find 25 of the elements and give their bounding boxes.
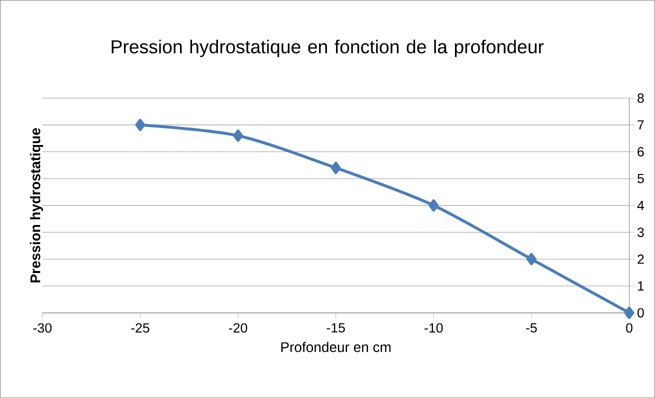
- y-tick-label: 3: [637, 227, 644, 237]
- point: [233, 129, 244, 142]
- point: [526, 252, 536, 266]
- x-tick-label: -10: [424, 323, 443, 333]
- x-tick-label: -15: [326, 323, 345, 332]
- x-axis-title: Profondeur en cm: [281, 342, 391, 352]
- chart-title: Pression hydrostatique en fonction de la profondeur: [112, 40, 544, 57]
- point: [624, 306, 634, 319]
- x-tick-label: -30: [33, 323, 52, 333]
- point: [428, 199, 439, 212]
- y-tick-label: 6: [638, 146, 644, 156]
- y-tick-label: 8: [638, 93, 644, 103]
- x-tick-label: -20: [228, 323, 248, 333]
- y-tick-label: 1: [638, 281, 644, 290]
- x-tick-label: -5: [526, 323, 537, 332]
- y-tick-label: 5: [638, 174, 644, 184]
- x-tick-label: 0: [626, 323, 632, 333]
- point: [135, 118, 146, 131]
- y-tick-label: 0: [638, 308, 644, 318]
- y-tick-label: 2: [638, 254, 644, 264]
- y-tick-label: 4: [637, 200, 644, 210]
- y-axis-title: Pression hydrostatique: [30, 128, 44, 282]
- y-tick-label: 7: [638, 120, 644, 130]
- x-tick-label: -25: [131, 323, 150, 333]
- point: [330, 162, 341, 174]
